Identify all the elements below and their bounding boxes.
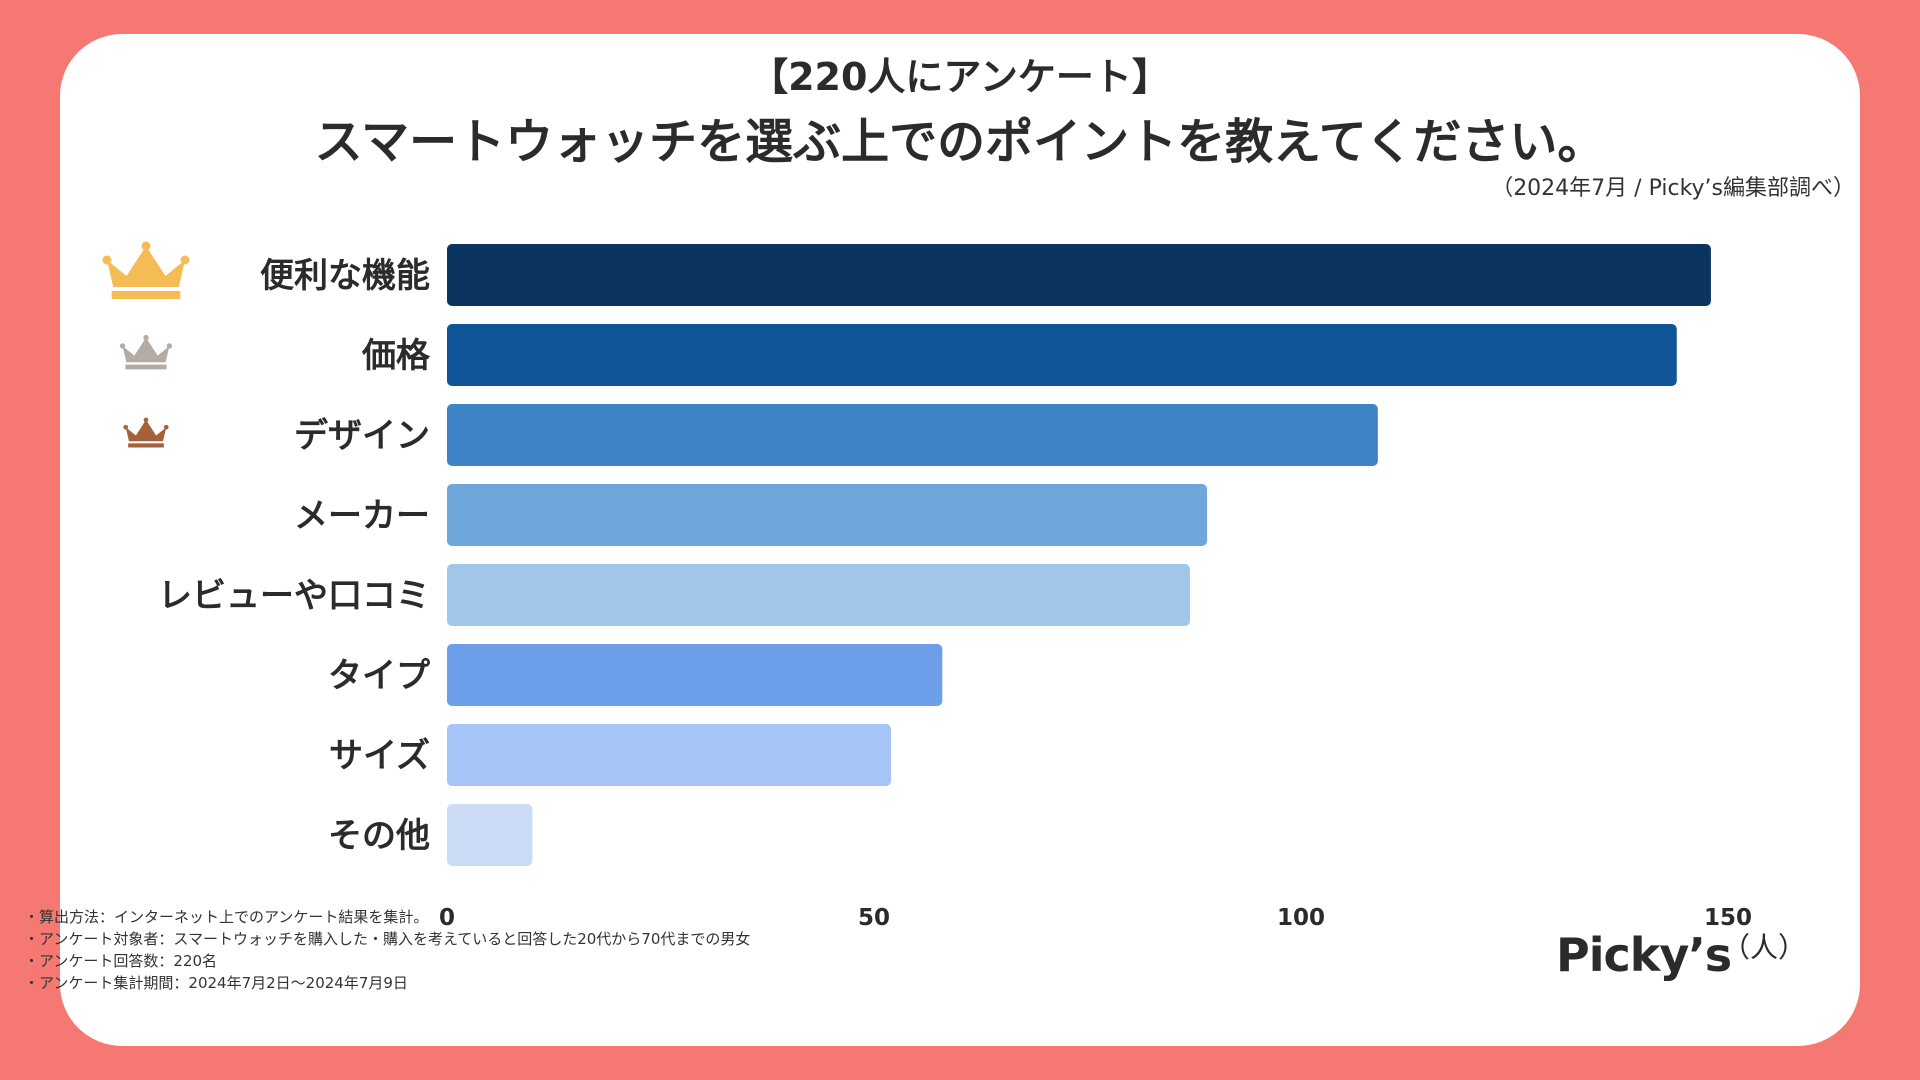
category-label-2: デザイン xyxy=(294,416,430,456)
pickys-logo: Picky’s xyxy=(1556,928,1732,982)
x-tick-1: 50 xyxy=(858,905,890,931)
category-label-3: メーカー xyxy=(294,496,430,536)
x-tick-2: 100 xyxy=(1277,905,1325,931)
source-note: （2024年7月 / Picky’s編集部調べ） xyxy=(1491,176,1855,201)
crown-icon-bronze xyxy=(123,417,169,448)
note-period: ・アンケート集計期間：2024年7月2日〜2024年7月9日 xyxy=(24,974,408,992)
category-label-4: レビューや口コミ xyxy=(158,576,430,616)
category-label-5: タイプ xyxy=(328,656,430,696)
note-method: ・算出方法：インターネット上でのアンケート結果を集計。 xyxy=(24,908,429,926)
bar-5 xyxy=(447,644,943,706)
rank-icons xyxy=(102,241,190,448)
bar-0 xyxy=(447,244,1711,306)
category-label-6: サイズ xyxy=(329,736,430,776)
bar-3 xyxy=(447,484,1208,546)
chart-title: スマートウォッチを選ぶ上でのポイントを教えてください。 xyxy=(314,114,1606,170)
category-label-7: その他 xyxy=(328,816,430,856)
bar-4 xyxy=(447,564,1190,626)
survey-notes: ・算出方法：インターネット上でのアンケート結果を集計。 ・アンケート対象者：スマ… xyxy=(24,906,750,994)
note-count: ・アンケート回答数：220名 xyxy=(24,952,218,970)
crown-icon-silver xyxy=(119,334,173,370)
bar-7 xyxy=(447,804,533,866)
crown-icon-gold xyxy=(102,241,190,299)
bar-2 xyxy=(447,404,1378,466)
category-label-1: 価格 xyxy=(361,336,431,376)
survey-subtitle: 【220人にアンケート】 xyxy=(750,55,1170,99)
bar-6 xyxy=(447,724,892,786)
category-label-0: 便利な機能 xyxy=(260,256,430,296)
bar-1 xyxy=(447,324,1677,386)
x-axis-ticks: 0 50 100 150 xyxy=(439,905,1752,931)
bars xyxy=(447,244,1711,866)
x-tick-3: 150 xyxy=(1704,905,1752,931)
x-tick-0: 0 xyxy=(439,905,455,931)
unit-label: （人） xyxy=(1722,931,1807,964)
note-target: ・アンケート対象者：スマートウォッチを購入した・購入を考えていると回答した20代… xyxy=(24,930,751,948)
